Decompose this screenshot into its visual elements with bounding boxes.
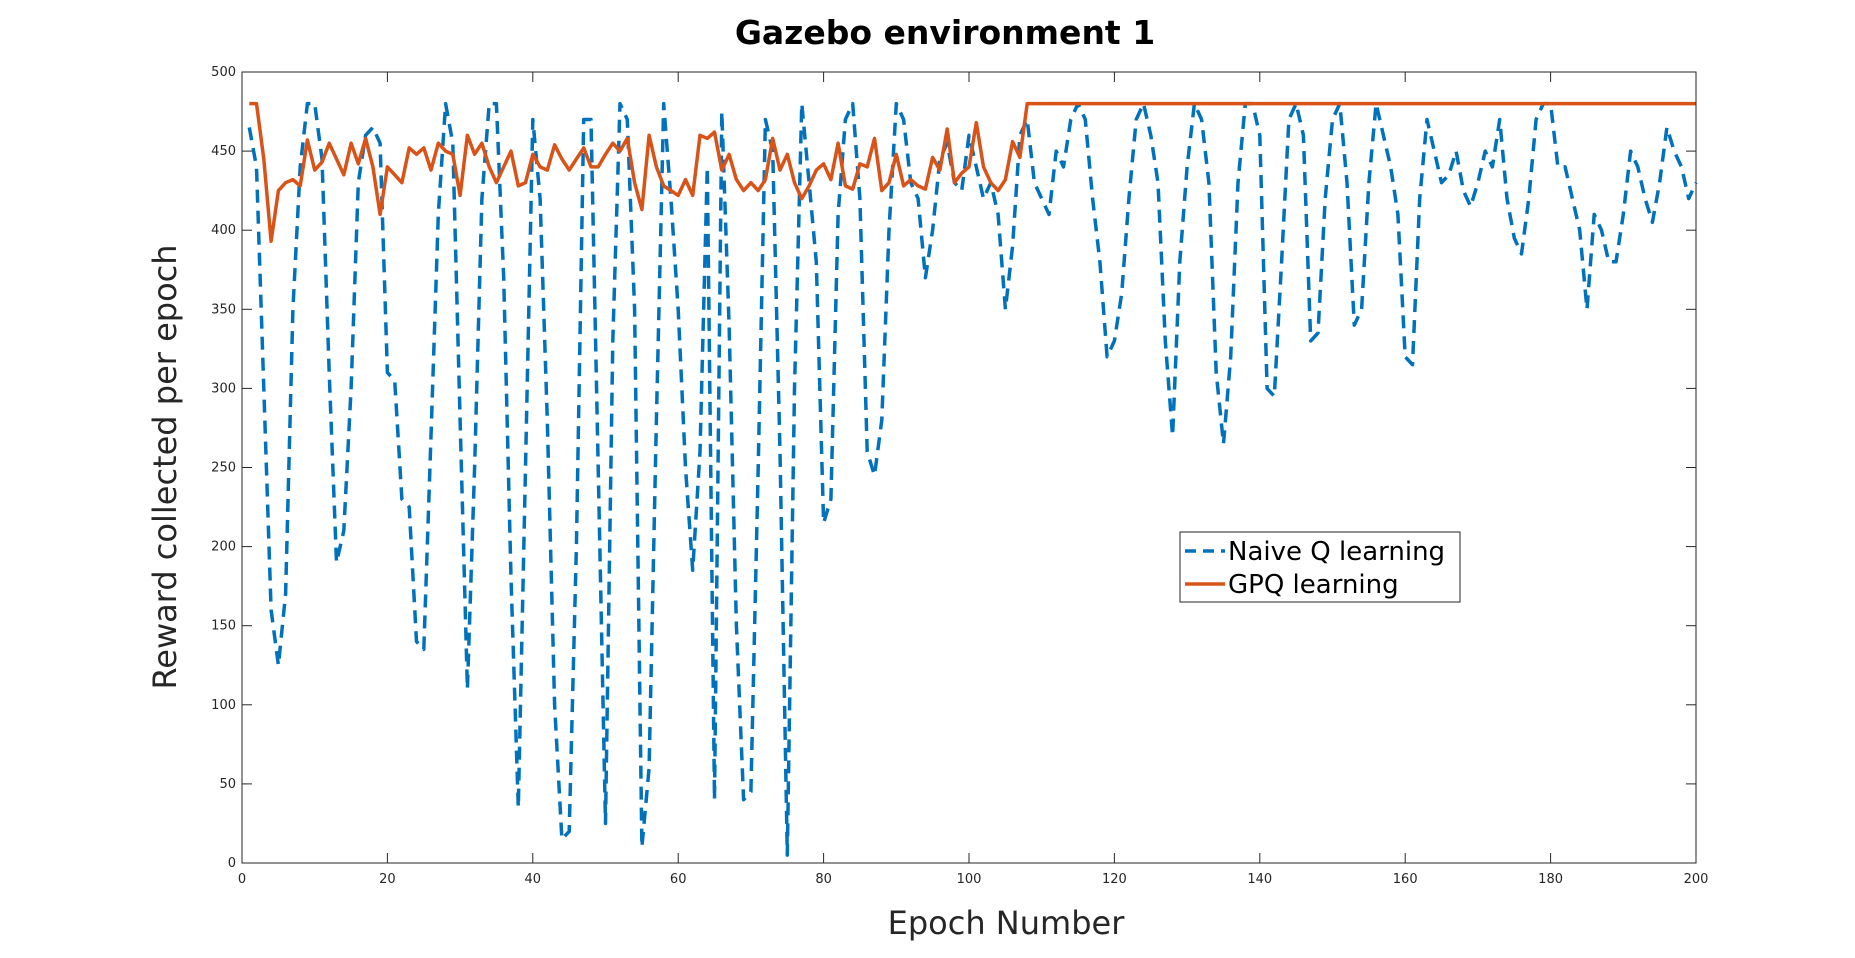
y-tick-label: 300 <box>211 381 236 396</box>
x-tick-label: 80 <box>815 872 832 887</box>
x-tick-label: 20 <box>379 872 396 887</box>
x-tick-label: 200 <box>1684 872 1709 887</box>
series-layer <box>247 101 1698 857</box>
x-tick-label: 0 <box>238 872 246 887</box>
legend: Naive Q learning GPQ learning <box>1179 531 1461 603</box>
legend-box <box>1179 531 1461 603</box>
x-tick-label: 120 <box>1102 872 1127 887</box>
y-tick-label: 0 <box>228 856 236 871</box>
y-tick-label: 350 <box>211 302 236 317</box>
x-tick-label: 60 <box>670 872 687 887</box>
plot-area <box>242 72 1696 863</box>
y-tick-label: 50 <box>219 777 236 792</box>
y-tick-label: 500 <box>211 65 236 80</box>
x-tick-label: 40 <box>525 872 542 887</box>
y-tick-label: 200 <box>211 540 236 555</box>
legend-label-gpq: GPQ learning <box>1228 570 1399 600</box>
legend-label-naive-q: Naive Q learning <box>1228 537 1445 567</box>
y-tick-label: 250 <box>211 461 236 476</box>
x-tick-label: 140 <box>1247 872 1272 887</box>
series-line-gpq-learning <box>249 101 1696 244</box>
x-axis-label: Epoch Number <box>888 904 1126 942</box>
y-tick-label: 400 <box>211 223 236 238</box>
chart-title: Gazebo environment 1 <box>735 13 1155 52</box>
x-axis: 0 20 40 60 80 100 120 140 160 180 200 <box>238 72 1709 887</box>
y-tick-label: 150 <box>211 619 236 634</box>
x-tick-label: 100 <box>957 872 982 887</box>
x-tick-label: 160 <box>1393 872 1418 887</box>
x-tick-label: 180 <box>1538 872 1563 887</box>
y-tick-label: 100 <box>211 698 236 713</box>
y-axis: 0 50 100 150 200 250 300 350 400 450 500 <box>211 65 1696 871</box>
y-tick-label: 450 <box>211 144 236 159</box>
y-axis-label: Reward collected per epoch <box>146 244 184 689</box>
